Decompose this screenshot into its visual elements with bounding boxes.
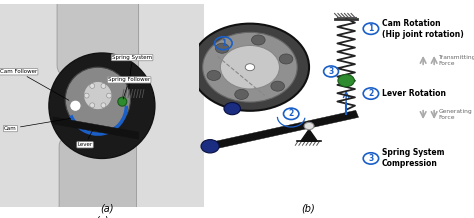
Circle shape xyxy=(304,122,314,130)
FancyBboxPatch shape xyxy=(0,4,204,207)
Text: Cam Follower: Cam Follower xyxy=(0,69,69,100)
Text: Spring Follower: Spring Follower xyxy=(108,77,150,99)
Circle shape xyxy=(49,53,155,158)
Circle shape xyxy=(101,83,106,88)
Text: Lever: Lever xyxy=(77,131,92,147)
Text: (a): (a) xyxy=(95,215,109,218)
Text: 1: 1 xyxy=(221,39,226,48)
Circle shape xyxy=(245,64,255,71)
Circle shape xyxy=(107,93,111,98)
Polygon shape xyxy=(209,110,358,150)
FancyBboxPatch shape xyxy=(59,138,137,215)
Text: Generating
Force: Generating Force xyxy=(438,109,472,120)
Circle shape xyxy=(338,75,355,87)
Text: 2: 2 xyxy=(289,109,294,118)
Text: Spring System
Compression: Spring System Compression xyxy=(382,148,445,169)
Text: Transmitting
Force: Transmitting Force xyxy=(438,55,474,66)
Text: (b): (b) xyxy=(301,204,315,214)
Circle shape xyxy=(252,35,265,45)
Circle shape xyxy=(279,54,293,64)
FancyBboxPatch shape xyxy=(57,0,138,75)
Polygon shape xyxy=(53,117,138,139)
Circle shape xyxy=(224,102,240,115)
Circle shape xyxy=(90,103,95,108)
Circle shape xyxy=(203,32,297,102)
Text: Spring System: Spring System xyxy=(112,55,152,89)
Circle shape xyxy=(191,24,309,111)
Polygon shape xyxy=(301,129,317,141)
Circle shape xyxy=(207,70,220,80)
Text: 2: 2 xyxy=(368,89,374,98)
Circle shape xyxy=(101,103,106,108)
Text: (a): (a) xyxy=(100,204,113,214)
Circle shape xyxy=(65,67,130,132)
Text: Cam Rotation
(Hip joint rotation): Cam Rotation (Hip joint rotation) xyxy=(382,19,464,39)
Circle shape xyxy=(70,100,81,111)
Text: 1: 1 xyxy=(368,24,374,33)
Circle shape xyxy=(215,43,229,53)
Text: Cam: Cam xyxy=(4,118,71,131)
Circle shape xyxy=(118,97,127,106)
Circle shape xyxy=(83,81,112,110)
Text: 3: 3 xyxy=(328,67,334,76)
Text: 3: 3 xyxy=(368,154,374,163)
Circle shape xyxy=(201,140,219,153)
Circle shape xyxy=(220,45,280,89)
Text: Lever Rotation: Lever Rotation xyxy=(382,89,446,98)
Circle shape xyxy=(90,83,95,88)
Circle shape xyxy=(84,93,89,98)
Circle shape xyxy=(235,89,248,99)
Circle shape xyxy=(271,81,284,91)
